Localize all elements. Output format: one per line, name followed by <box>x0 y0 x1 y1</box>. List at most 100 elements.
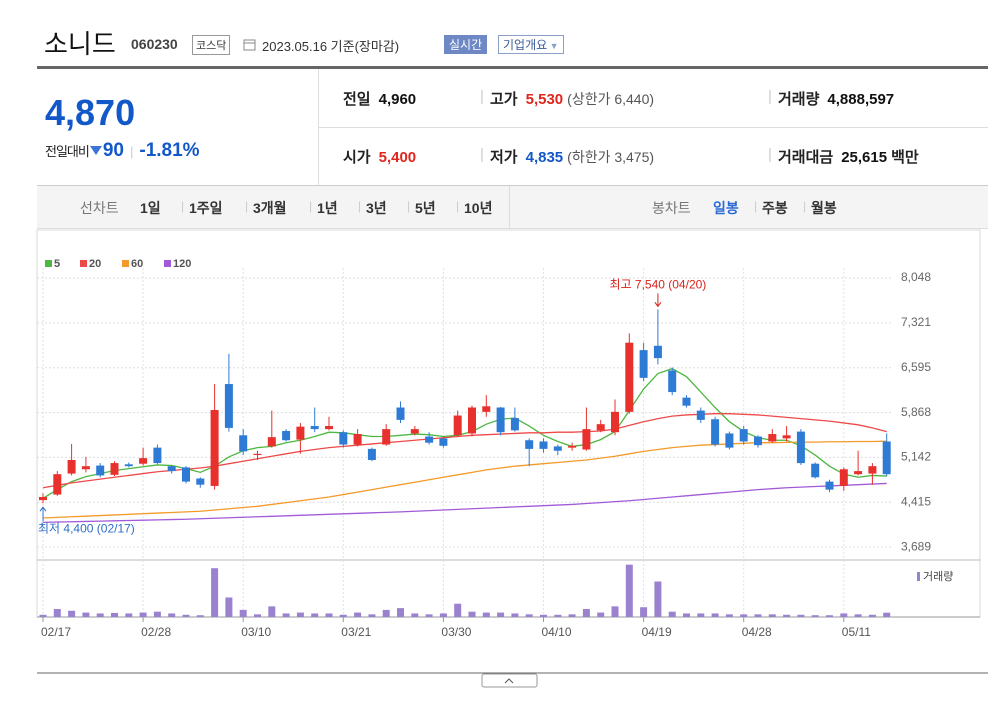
candle-body <box>825 481 834 490</box>
ma-line <box>42 367 887 499</box>
period-tab[interactable]: 5년 <box>415 200 436 216</box>
x-tick-label: 02/17 <box>41 625 71 639</box>
ma-line <box>42 413 887 489</box>
volume-bar <box>683 613 690 617</box>
item-label: 전일 <box>343 91 371 108</box>
volume-bar <box>611 606 619 617</box>
legend-swatch <box>45 260 52 267</box>
candle-body <box>696 410 705 420</box>
volume-bar <box>368 614 376 617</box>
volume-bar <box>854 614 862 617</box>
period-tab[interactable]: 일봉 <box>713 200 739 216</box>
volume-bar <box>540 614 547 617</box>
period-tab[interactable]: 1주일 <box>189 200 223 216</box>
volume-bar <box>111 613 118 617</box>
volume-bar <box>425 614 433 617</box>
candle-body <box>653 345 662 359</box>
high-arrow <box>654 293 662 308</box>
divider <box>318 127 988 128</box>
item-label: 고가 <box>490 91 518 108</box>
volume-bar <box>840 613 848 617</box>
volume-bar <box>39 614 47 617</box>
volume-bar <box>740 614 748 617</box>
candle-body <box>796 431 805 464</box>
candle-body <box>353 434 362 445</box>
volume-bar <box>525 614 533 617</box>
item-value: 4,835 <box>525 149 564 166</box>
period-tab[interactable]: 1년 <box>317 200 338 216</box>
volume-bar <box>568 614 576 617</box>
item-label: 저가 <box>490 149 518 166</box>
volume-bar <box>182 614 190 617</box>
item-label: 거래대금 <box>778 149 834 166</box>
summary-item: | 거래대금 25,615 백만 <box>768 146 919 167</box>
candle-body <box>396 407 405 420</box>
volume-bar <box>153 611 161 617</box>
candle-body <box>582 429 591 450</box>
sep: | <box>456 199 460 213</box>
candle-body <box>725 433 734 448</box>
item-unit: 백만 <box>891 149 919 166</box>
ma-line <box>42 482 887 523</box>
x-tick-label: 03/30 <box>441 625 471 639</box>
period-tab[interactable]: 주봉 <box>762 200 788 216</box>
item-value: 4,888,597 <box>827 91 895 108</box>
candle-body <box>568 445 577 448</box>
legend-swatch <box>122 260 129 267</box>
candle-body <box>224 384 233 428</box>
sep: | <box>768 88 772 105</box>
item-label: 시가 <box>343 149 371 166</box>
candle-body <box>839 469 848 486</box>
candle-body <box>367 448 376 460</box>
volume-bar <box>311 613 319 617</box>
item-value: 25,615 <box>841 149 888 166</box>
candle-body <box>868 466 877 474</box>
summary-item: | 고가 5,530 (상한가 6,440) <box>480 88 654 109</box>
realtime-button[interactable]: 실시간 <box>444 35 488 54</box>
period-tab[interactable]: 3년 <box>366 200 387 216</box>
volume-bar <box>82 612 90 617</box>
candle-body <box>67 459 76 474</box>
y-tick-label: 6,595 <box>901 360 931 374</box>
candle-body <box>625 342 634 412</box>
item-value: 4,960 <box>378 91 417 108</box>
volume-bar <box>668 611 676 617</box>
chevron-up <box>504 678 514 684</box>
candle-body <box>482 406 491 412</box>
candle-body <box>439 438 448 446</box>
market-badge: 코스닥 <box>192 35 231 55</box>
volume-bar <box>768 614 776 617</box>
candle-body <box>282 430 291 441</box>
volume-bar <box>497 612 505 617</box>
candle-body <box>425 436 434 443</box>
candle-body <box>253 453 262 456</box>
volume-bar <box>797 614 805 617</box>
sep: | <box>358 199 362 213</box>
volume-bar <box>454 603 462 617</box>
candle-body <box>182 467 190 482</box>
period-tab[interactable]: 1일 <box>140 200 161 216</box>
volume-bar <box>68 610 76 617</box>
candle-body <box>496 407 505 433</box>
item-value: 5,400 <box>378 149 417 166</box>
volume-bar <box>868 614 876 617</box>
volume-bar <box>254 614 261 617</box>
period-tab[interactable]: 월봉 <box>811 200 837 216</box>
collapse-button[interactable] <box>481 673 538 688</box>
y-tick-label: 4,415 <box>901 494 931 508</box>
candle-body <box>382 429 391 445</box>
volume-bar <box>468 611 476 617</box>
volume-bar <box>382 609 390 617</box>
top-rule <box>37 66 988 69</box>
sep: | <box>129 144 134 159</box>
volume-bar <box>597 612 605 617</box>
down-triangle <box>89 146 102 155</box>
overview-button[interactable]: 기업개요 ▼ <box>498 35 564 54</box>
period-tab[interactable]: 3개월 <box>253 200 287 216</box>
legend-label: 120 <box>173 258 191 270</box>
volume-bar <box>196 615 204 617</box>
volume-bar <box>168 613 176 617</box>
period-tab[interactable]: 10년 <box>464 200 493 216</box>
legend-swatch <box>164 260 171 267</box>
